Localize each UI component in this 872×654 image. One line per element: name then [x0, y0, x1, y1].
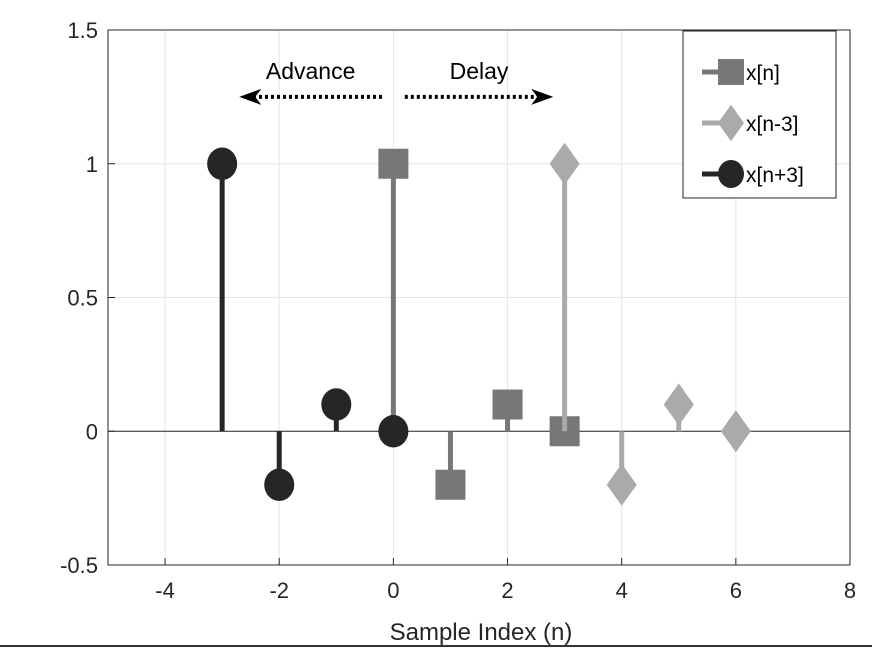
- x-tick-label: 2: [501, 578, 513, 603]
- y-tick-label: 1: [86, 152, 98, 177]
- axes: -4 -2 0 2 4 6 8 -0.5 0 0.5 1 1.5: [60, 18, 856, 603]
- stem-marker: [321, 388, 352, 421]
- x-tick-label: 0: [387, 578, 399, 603]
- stem-marker: [549, 142, 580, 185]
- stem-marker: [378, 415, 409, 448]
- plot-frame: [107, 29, 851, 566]
- y-tick-label: 0: [86, 419, 98, 444]
- stem-marker: [207, 147, 238, 180]
- x-tick-label: -2: [269, 578, 289, 603]
- legend-label: x[n-3]: [746, 113, 799, 136]
- legend-box: [682, 30, 837, 199]
- stem-marker: [264, 468, 295, 501]
- annotation-arrowhead: [531, 88, 554, 105]
- x-axis-label: Sample Index (n): [390, 619, 573, 646]
- annotation-label: Delay: [450, 58, 509, 84]
- series: [207, 142, 751, 506]
- legend-label: x[n+3]: [746, 164, 804, 187]
- legend-marker-square-icon: [718, 59, 744, 85]
- series-x[n+3]: [207, 147, 409, 501]
- legend-marker-diamond-icon: [718, 104, 744, 142]
- x-tick-label: 6: [730, 578, 742, 603]
- y-tick-label: 0.5: [67, 286, 98, 311]
- series-x[n]: [378, 148, 580, 500]
- stem-marker: [378, 148, 409, 179]
- annotation-arrowhead: [239, 88, 262, 105]
- legend-marker-circle-icon: [718, 159, 744, 189]
- legend: x[n] x[n-3] x[n+3]: [682, 30, 837, 199]
- stem-marker: [435, 469, 466, 500]
- stem-marker: [720, 410, 751, 453]
- x-tick-label: 4: [616, 578, 628, 603]
- y-tick-label: -0.5: [60, 553, 98, 578]
- x-tick-label: 8: [844, 578, 856, 603]
- y-tick-label: 1.5: [67, 18, 98, 43]
- annotations: Advance Delay: [239, 58, 554, 105]
- stem-marker: [492, 389, 523, 420]
- stem-marker: [606, 463, 637, 506]
- stem-marker: [663, 383, 694, 426]
- legend-label: x[n]: [746, 62, 780, 85]
- annotation-label: Advance: [266, 58, 356, 84]
- x-tick-label: -4: [155, 578, 175, 603]
- series-x[n-3]: [549, 142, 751, 506]
